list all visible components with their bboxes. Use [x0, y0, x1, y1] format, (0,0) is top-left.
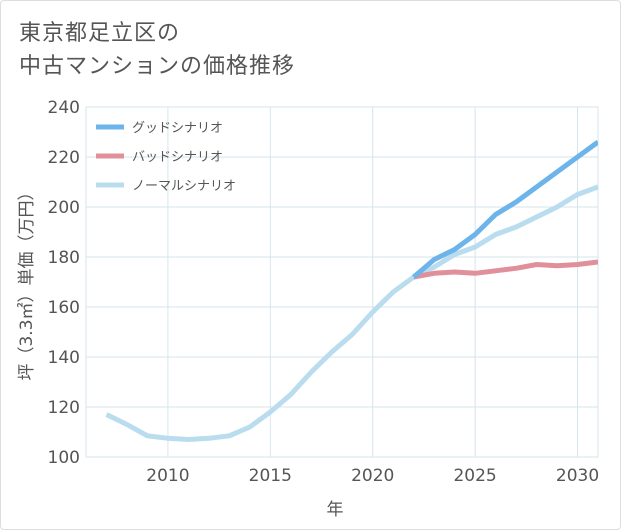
y-tick-label: 240	[48, 98, 80, 118]
chart-title-line1: 東京都足立区の	[19, 21, 181, 46]
y-axis-title: 坪（3.3㎡）単価（万円）	[17, 183, 37, 380]
series-lines	[105, 139, 598, 442]
x-tick-label: 2030	[556, 466, 599, 486]
series-line-2	[105, 184, 598, 442]
x-tick-label: 2020	[351, 466, 394, 486]
x-tick-label: 2010	[146, 466, 189, 486]
chart-title: 東京都足立区の 中古マンションの価格推移	[19, 17, 295, 83]
y-tick-label: 160	[48, 298, 80, 318]
grid	[85, 106, 599, 458]
y-tick-label: 100	[48, 448, 80, 468]
y-tick-label: 220	[48, 148, 80, 168]
x-axis-title: 年	[327, 500, 344, 520]
y-tick-label: 180	[48, 248, 80, 268]
legend-label-2: ノーマルシナリオ	[132, 179, 236, 194]
x-tick-label: 2025	[453, 466, 496, 486]
legend-label-1: バッドシナリオ	[132, 150, 223, 165]
chart-title-line2: 中古マンションの価格推移	[19, 54, 296, 79]
legend-label-0: グッドシナリオ	[132, 121, 223, 136]
x-tick-label: 2015	[249, 466, 292, 486]
axes: 100 120 140 160 180 200 220 240 2010 2015 2020 2025…	[17, 98, 599, 520]
series-line-0	[412, 139, 598, 279]
y-tick-label: 200	[48, 198, 80, 218]
y-tick-label: 120	[48, 398, 80, 418]
y-tick-label: 140	[48, 348, 80, 368]
series-line-1	[413, 259, 598, 280]
